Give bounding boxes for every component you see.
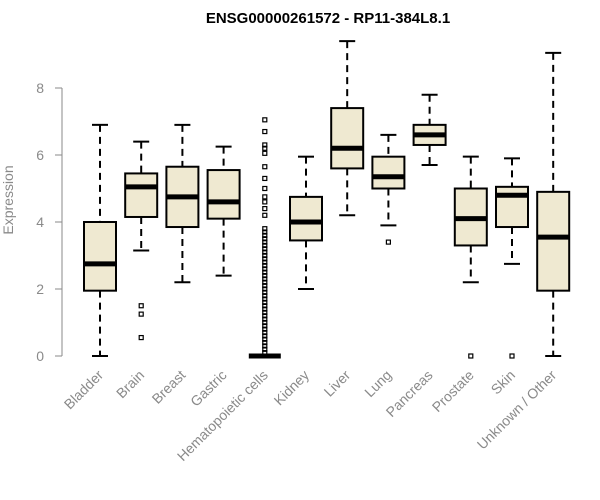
- outlier-point: [262, 194, 268, 200]
- y-tick-label: 4: [36, 214, 44, 230]
- outlier-point: [262, 236, 268, 242]
- outlier-point: [262, 249, 268, 255]
- box-iqr: [330, 107, 365, 170]
- outlier-point: [262, 142, 268, 148]
- outlier-point: [262, 269, 268, 275]
- y-tick-label: 6: [36, 147, 44, 163]
- outlier-point: [262, 252, 268, 259]
- outlier-point: [262, 145, 268, 151]
- outlier-point: [262, 164, 268, 170]
- box-1: [83, 123, 117, 357]
- outlier-point: [262, 279, 268, 285]
- outlier-point: [262, 336, 268, 342]
- box-iqr: [371, 155, 406, 190]
- outlier-point: [262, 340, 268, 346]
- box-2: [124, 140, 159, 341]
- outlier-point: [138, 311, 144, 317]
- outlier-point: [262, 289, 268, 295]
- category-label: Brain: [113, 367, 147, 401]
- outlier-point: [262, 199, 268, 205]
- box-iqr: [206, 169, 241, 220]
- box-8: [371, 133, 406, 245]
- outlier-point: [262, 229, 268, 235]
- outlier-point: [262, 283, 268, 289]
- outlier-point: [262, 309, 268, 316]
- outlier-point: [509, 353, 515, 359]
- chart-title: ENSG00000261572 - RP11-384L8.1: [206, 10, 450, 27]
- y-axis: 0 2 4 6 8: [36, 80, 63, 364]
- outlier-point: [262, 286, 268, 292]
- outlier-point: [138, 334, 144, 341]
- box-3: [165, 123, 200, 284]
- outlier-point: [262, 296, 268, 302]
- box-4: [206, 145, 241, 277]
- outlier-point: [262, 326, 268, 332]
- outlier-point: [262, 256, 268, 262]
- outlier-point: [262, 212, 268, 218]
- outlier-point: [262, 276, 268, 282]
- outlier-point: [262, 343, 268, 349]
- box-10: [453, 155, 488, 359]
- box-12: [536, 51, 571, 357]
- outlier-point: [262, 259, 268, 265]
- outlier-point: [262, 293, 268, 299]
- box-series: [83, 40, 571, 359]
- box-5: [248, 117, 281, 359]
- outlier-point: [262, 350, 268, 356]
- box-6: [289, 155, 323, 290]
- outlier-point: [468, 353, 474, 359]
- outlier-point: [262, 333, 268, 339]
- outlier-point: [262, 316, 268, 322]
- box-9: [412, 93, 447, 167]
- outlier-point: [262, 273, 268, 279]
- category-label: Lung: [361, 367, 394, 400]
- y-tick-label: 8: [36, 80, 44, 96]
- outlier-point: [262, 323, 268, 329]
- category-label: Liver: [321, 367, 354, 400]
- box-iqr: [536, 190, 571, 292]
- outlier-point: [262, 246, 268, 252]
- outlier-point: [262, 306, 268, 312]
- outlier-point: [385, 239, 391, 245]
- outlier-point: [262, 329, 268, 336]
- outlier-point: [262, 232, 268, 238]
- y-tick-label: 2: [36, 281, 44, 297]
- y-axis-label: Expression: [0, 165, 16, 234]
- outlier-point: [262, 319, 268, 326]
- outlier-point: [262, 242, 268, 249]
- outlier-point: [262, 185, 268, 192]
- box-iqr: [124, 172, 159, 218]
- box-iqr: [289, 195, 323, 242]
- category-label: Prostate: [429, 367, 477, 415]
- outlier-point: [262, 128, 268, 135]
- outlier-point: [262, 262, 268, 269]
- box-7: [330, 40, 365, 217]
- category-label: Skin: [488, 367, 519, 398]
- outlier-point: [138, 303, 144, 309]
- outlier-point: [262, 206, 268, 212]
- outlier-point: [262, 239, 268, 245]
- box-iqr: [83, 221, 117, 292]
- category-label: Kidney: [271, 367, 313, 409]
- y-tick-label: 0: [36, 348, 44, 364]
- outlier-point: [262, 303, 268, 309]
- category-label: Bladder: [61, 367, 107, 413]
- outlier-point: [262, 226, 268, 232]
- outlier-point: [262, 117, 268, 123]
- outlier-point: [262, 346, 268, 352]
- outlier-point: [262, 175, 268, 182]
- outlier-point: [262, 313, 268, 319]
- outlier-point: [262, 266, 268, 272]
- category-label: Breast: [149, 367, 189, 407]
- outlier-point: [262, 150, 268, 156]
- outlier-point: [262, 299, 268, 305]
- box-11: [495, 157, 529, 359]
